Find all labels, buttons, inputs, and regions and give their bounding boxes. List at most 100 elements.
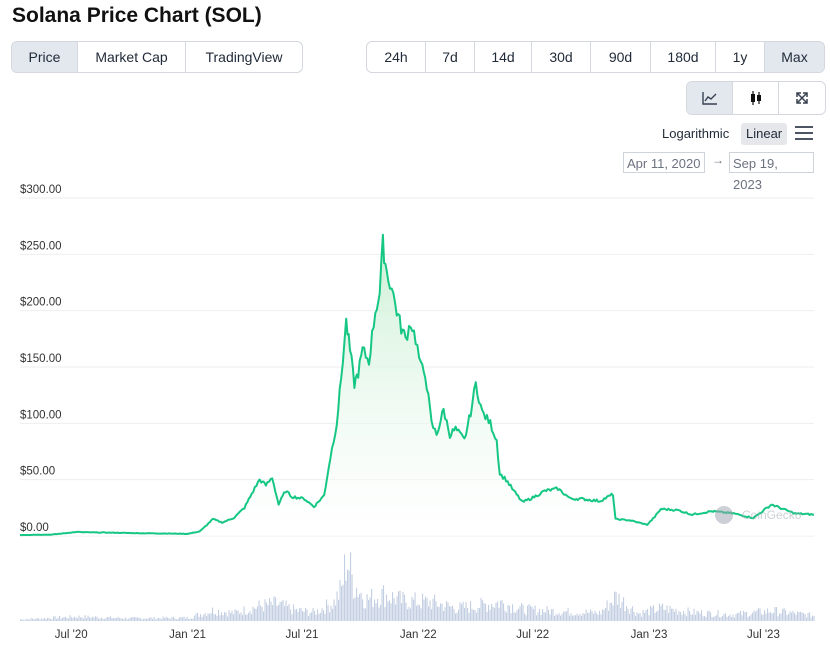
volume-bar <box>62 617 64 621</box>
volume-bar <box>215 614 217 621</box>
volume-bar <box>513 612 515 621</box>
volume-bar <box>767 608 769 621</box>
volume-bar <box>671 608 673 621</box>
volume-bar <box>32 618 34 621</box>
volume-bar <box>410 608 412 621</box>
volume-bar <box>327 605 329 621</box>
volume-bar <box>50 618 52 621</box>
x-tick-label: Jan '22 <box>400 629 437 641</box>
volume-bar <box>87 615 89 621</box>
volume-bar <box>458 609 460 621</box>
volume-bar <box>168 618 170 621</box>
volume-bar <box>530 605 532 621</box>
volume-bar <box>741 615 743 621</box>
volume-bar <box>294 609 296 621</box>
volume-bar <box>248 612 250 621</box>
volume-bar <box>611 602 613 621</box>
volume-bar <box>722 615 724 621</box>
logarithmic-scale-button[interactable]: Logarithmic <box>662 126 730 141</box>
price-chart[interactable]: $0.00 $50.00 $100.00 $150.00 $200.00 $250.00 $… <box>0 180 830 647</box>
volume-bar <box>365 608 367 621</box>
volume-bar <box>161 619 163 621</box>
hamburger-menu-icon[interactable] <box>795 126 813 144</box>
volume-bar <box>543 611 545 621</box>
volume-bar <box>494 607 496 621</box>
volume-bar <box>473 610 475 621</box>
candlestick-button[interactable] <box>733 82 779 114</box>
volume-bar <box>623 597 625 621</box>
volume-bar <box>687 607 689 621</box>
volume-bar <box>119 618 121 621</box>
volume-bar <box>279 602 281 621</box>
volume-bar <box>461 604 463 621</box>
volume-bar <box>669 605 671 621</box>
volume-bar <box>137 617 139 621</box>
volume-bar <box>780 613 782 621</box>
date-to-input[interactable]: Sep 19, 2023 <box>729 152 814 192</box>
volume-bar <box>489 609 491 621</box>
volume-bar <box>107 617 109 621</box>
volume-bar <box>144 618 146 621</box>
tab-price[interactable]: Price <box>12 42 78 72</box>
fullscreen-button[interactable] <box>779 82 825 114</box>
volume-bar <box>183 616 185 621</box>
volume-bar <box>482 600 484 621</box>
y-tick-label: $100.00 <box>20 409 62 421</box>
range-7d-button[interactable]: 7d <box>426 42 475 72</box>
volume-bar <box>641 616 643 621</box>
volume-bar <box>242 615 244 621</box>
volume-bar <box>779 613 781 621</box>
volume-bar <box>411 596 413 621</box>
volume-bar <box>138 617 140 621</box>
tab-tradingview[interactable]: TradingView <box>205 49 283 65</box>
volume-bar <box>363 608 365 621</box>
volume-bar <box>699 613 701 621</box>
volume-bar <box>285 600 287 621</box>
volume-bar <box>80 617 82 621</box>
volume-bar <box>663 609 665 621</box>
volume-bar <box>305 607 307 621</box>
volume-bar <box>566 611 568 621</box>
tab-market-cap[interactable]: Market Cap <box>78 42 186 72</box>
range-max-button[interactable]: Max <box>765 42 824 72</box>
volume-bar <box>162 616 164 621</box>
range-90d-button[interactable]: 90d <box>591 42 651 72</box>
volume-bar <box>200 614 202 621</box>
range-1y-button[interactable]: 1y <box>716 42 765 72</box>
volume-bar <box>608 610 610 621</box>
volume-bar <box>617 604 619 621</box>
range-180d-button[interactable]: 180d <box>651 42 716 72</box>
x-tick-label: Jul '20 <box>55 629 88 641</box>
volume-bar <box>147 618 149 621</box>
volume-bar <box>476 612 478 621</box>
volume-bar <box>173 616 175 621</box>
volume-bar <box>462 601 464 621</box>
line-chart-button[interactable] <box>687 82 733 114</box>
volume-bar <box>647 608 649 621</box>
volume-bar <box>443 611 445 621</box>
volume-bar <box>584 614 586 621</box>
volume-bar <box>423 599 425 621</box>
volume-bar <box>519 606 521 621</box>
volume-bar <box>426 598 428 621</box>
volume-bar <box>371 588 373 621</box>
page-title: Solana Price Chart (SOL) <box>12 4 262 27</box>
volume-bar <box>245 614 247 621</box>
volume-bar <box>201 616 203 621</box>
volume-bar <box>219 615 221 621</box>
x-tick-label: Jan '23 <box>631 629 668 641</box>
volume-bar <box>576 613 578 621</box>
linear-scale-button[interactable]: Linear <box>741 123 788 145</box>
volume-bar <box>390 603 392 621</box>
range-30d-button[interactable]: 30d <box>532 42 591 72</box>
volume-bar <box>501 599 503 621</box>
range-14d-button[interactable]: 14d <box>475 42 532 72</box>
volume-bar <box>164 618 166 621</box>
volume-bar <box>57 617 59 621</box>
volume-bar <box>158 617 160 621</box>
volume-bar <box>185 618 187 621</box>
range-24h-button[interactable]: 24h <box>367 42 426 72</box>
volume-bar <box>692 614 694 621</box>
volume-bar <box>771 613 773 621</box>
date-from-input[interactable]: Apr 11, 2020 <box>623 152 705 173</box>
